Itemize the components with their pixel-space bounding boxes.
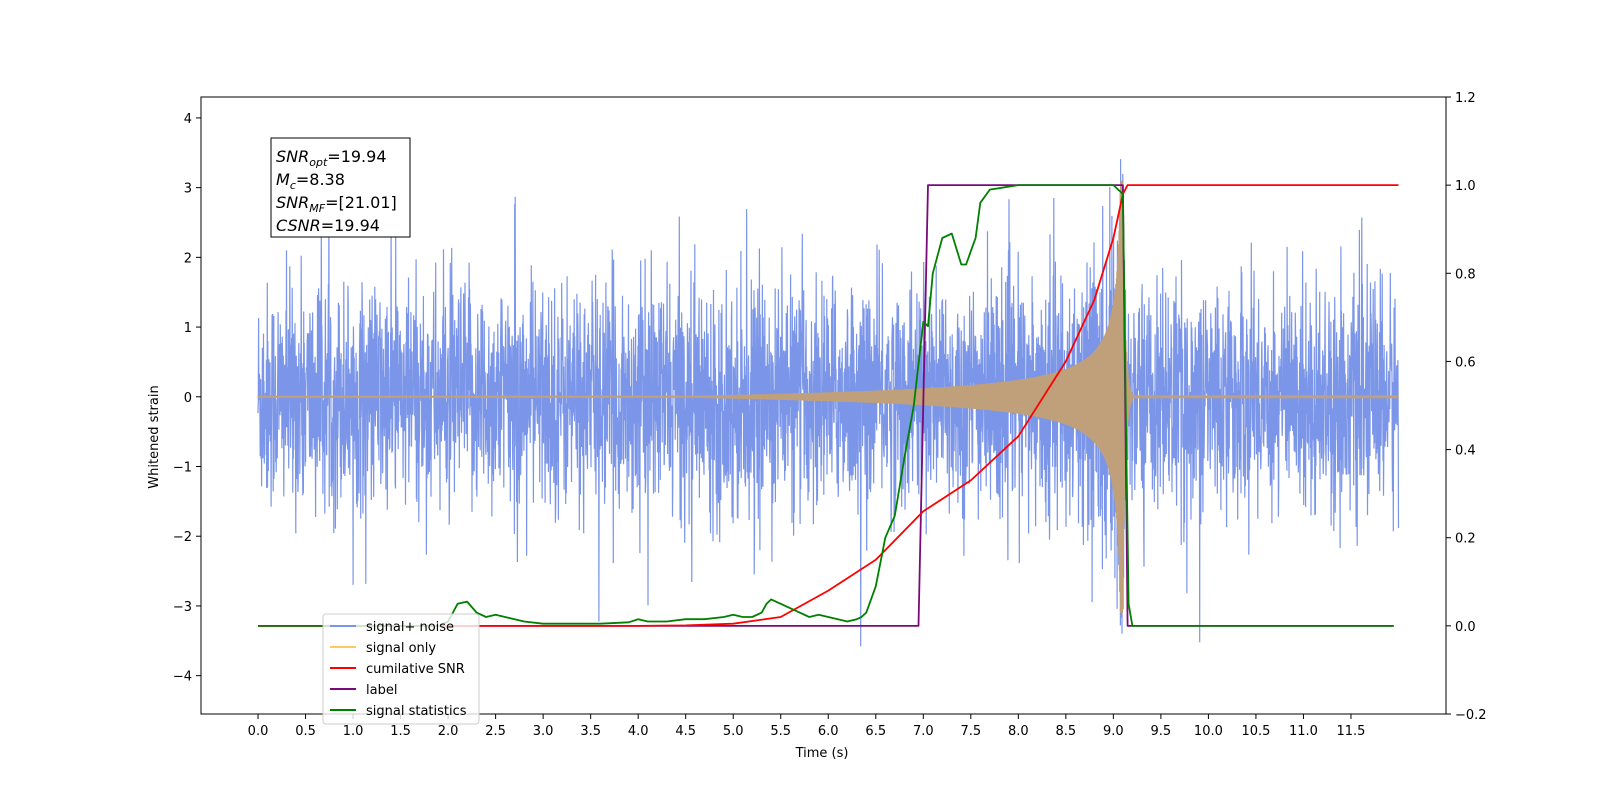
y-tick-label: 4 <box>184 112 192 127</box>
x-tick-label: 1.0 <box>343 724 364 739</box>
x-tick-label: 9.5 <box>1151 724 1172 739</box>
info-line: Mc=8.38 <box>276 170 345 192</box>
info-box-frame <box>270 137 411 238</box>
x-tick-label: 11.5 <box>1336 724 1365 739</box>
y-tick-label: 1 <box>184 321 192 336</box>
series-signal-statistics-line <box>258 184 1394 627</box>
x-tick-label: 2.5 <box>485 724 506 739</box>
y2-tick-label: 0.8 <box>1455 267 1476 282</box>
x-tick-label: 6.0 <box>818 724 839 739</box>
x-tick-label: 9.0 <box>1103 724 1124 739</box>
y-tick-label: 3 <box>184 182 192 197</box>
series-cumilative-snr-line <box>258 184 1399 627</box>
plot-series-group <box>257 159 1400 647</box>
legend-frame <box>322 613 480 725</box>
x-tick-label: 0.0 <box>248 724 269 739</box>
axes: 0.0 0.5 1.0 1.5 2.0 2.5 3.0 3.5 4.0 4.5 5.0 5.5 6.0 6… <box>173 91 1487 739</box>
y2-tick-label: 1.2 <box>1455 91 1476 106</box>
y-tick-label: −4 <box>173 670 192 685</box>
y-tick-label: −1 <box>173 461 192 476</box>
y2-tick-label: 0.2 <box>1455 532 1476 547</box>
x-tick-label: 1.5 <box>390 724 411 739</box>
legend-entry-label: signal+ noise <box>366 620 454 635</box>
info-line: CSNR=19.94 <box>276 216 380 235</box>
y2-tick-label: 0.0 <box>1455 620 1476 635</box>
plot-area <box>257 159 1400 647</box>
info-line: SNRMF=[21.01] <box>276 193 397 215</box>
y-tick-label: −3 <box>173 600 192 615</box>
x-tick-label: 7.0 <box>913 724 934 739</box>
x-tick-label: 5.5 <box>770 724 791 739</box>
legend-entry-label: label <box>366 683 397 698</box>
y2-tick-label: 0.6 <box>1455 355 1476 370</box>
axes-frame <box>200 96 1447 715</box>
x-tick-label: 4.0 <box>628 724 649 739</box>
series-signal-only-line <box>257 180 1399 613</box>
x-tick-label: 2.0 <box>438 724 459 739</box>
x-tick-label: 5.0 <box>723 724 744 739</box>
y-tick-label: 2 <box>184 251 192 266</box>
legend: signal+ noise signal only cumilative SNR la… <box>322 613 480 725</box>
x-tick-label: 10.5 <box>1241 724 1270 739</box>
x-tick-label: 6.5 <box>865 724 886 739</box>
x-tick-label: 3.5 <box>580 724 601 739</box>
x-tick-label: 4.5 <box>675 724 696 739</box>
y-tick-label: −2 <box>173 530 192 545</box>
y2-tick-label: −0.2 <box>1455 708 1487 723</box>
x-tick-label: 8.5 <box>1056 724 1077 739</box>
y-tick-label: 0 <box>184 391 192 406</box>
x-tick-label: 3.0 <box>533 724 554 739</box>
y-axis-label: Whitened strain <box>147 385 162 488</box>
x-tick-label: 7.5 <box>960 724 981 739</box>
x-tick-label: 8.0 <box>1008 724 1029 739</box>
info-box: SNRopt=19.94Mc=8.38SNRMF=[21.01]CSNR=19.… <box>270 137 411 238</box>
legend-entry-label: cumilative SNR <box>366 662 465 677</box>
x-axis-label: Time (s) <box>795 746 849 761</box>
y2-tick-label: 1.0 <box>1455 179 1476 194</box>
x-tick-label: 10.0 <box>1194 724 1223 739</box>
x-tick-label: 0.5 <box>295 724 316 739</box>
info-line: SNRopt=19.94 <box>276 147 387 169</box>
y2-tick-label: 0.4 <box>1455 444 1476 459</box>
legend-entry-label: signal only <box>366 641 436 656</box>
series-signal-plus-noise-line <box>257 159 1400 647</box>
x-tick-label: 11.0 <box>1289 724 1318 739</box>
legend-entry-label: signal statistics <box>366 704 467 719</box>
